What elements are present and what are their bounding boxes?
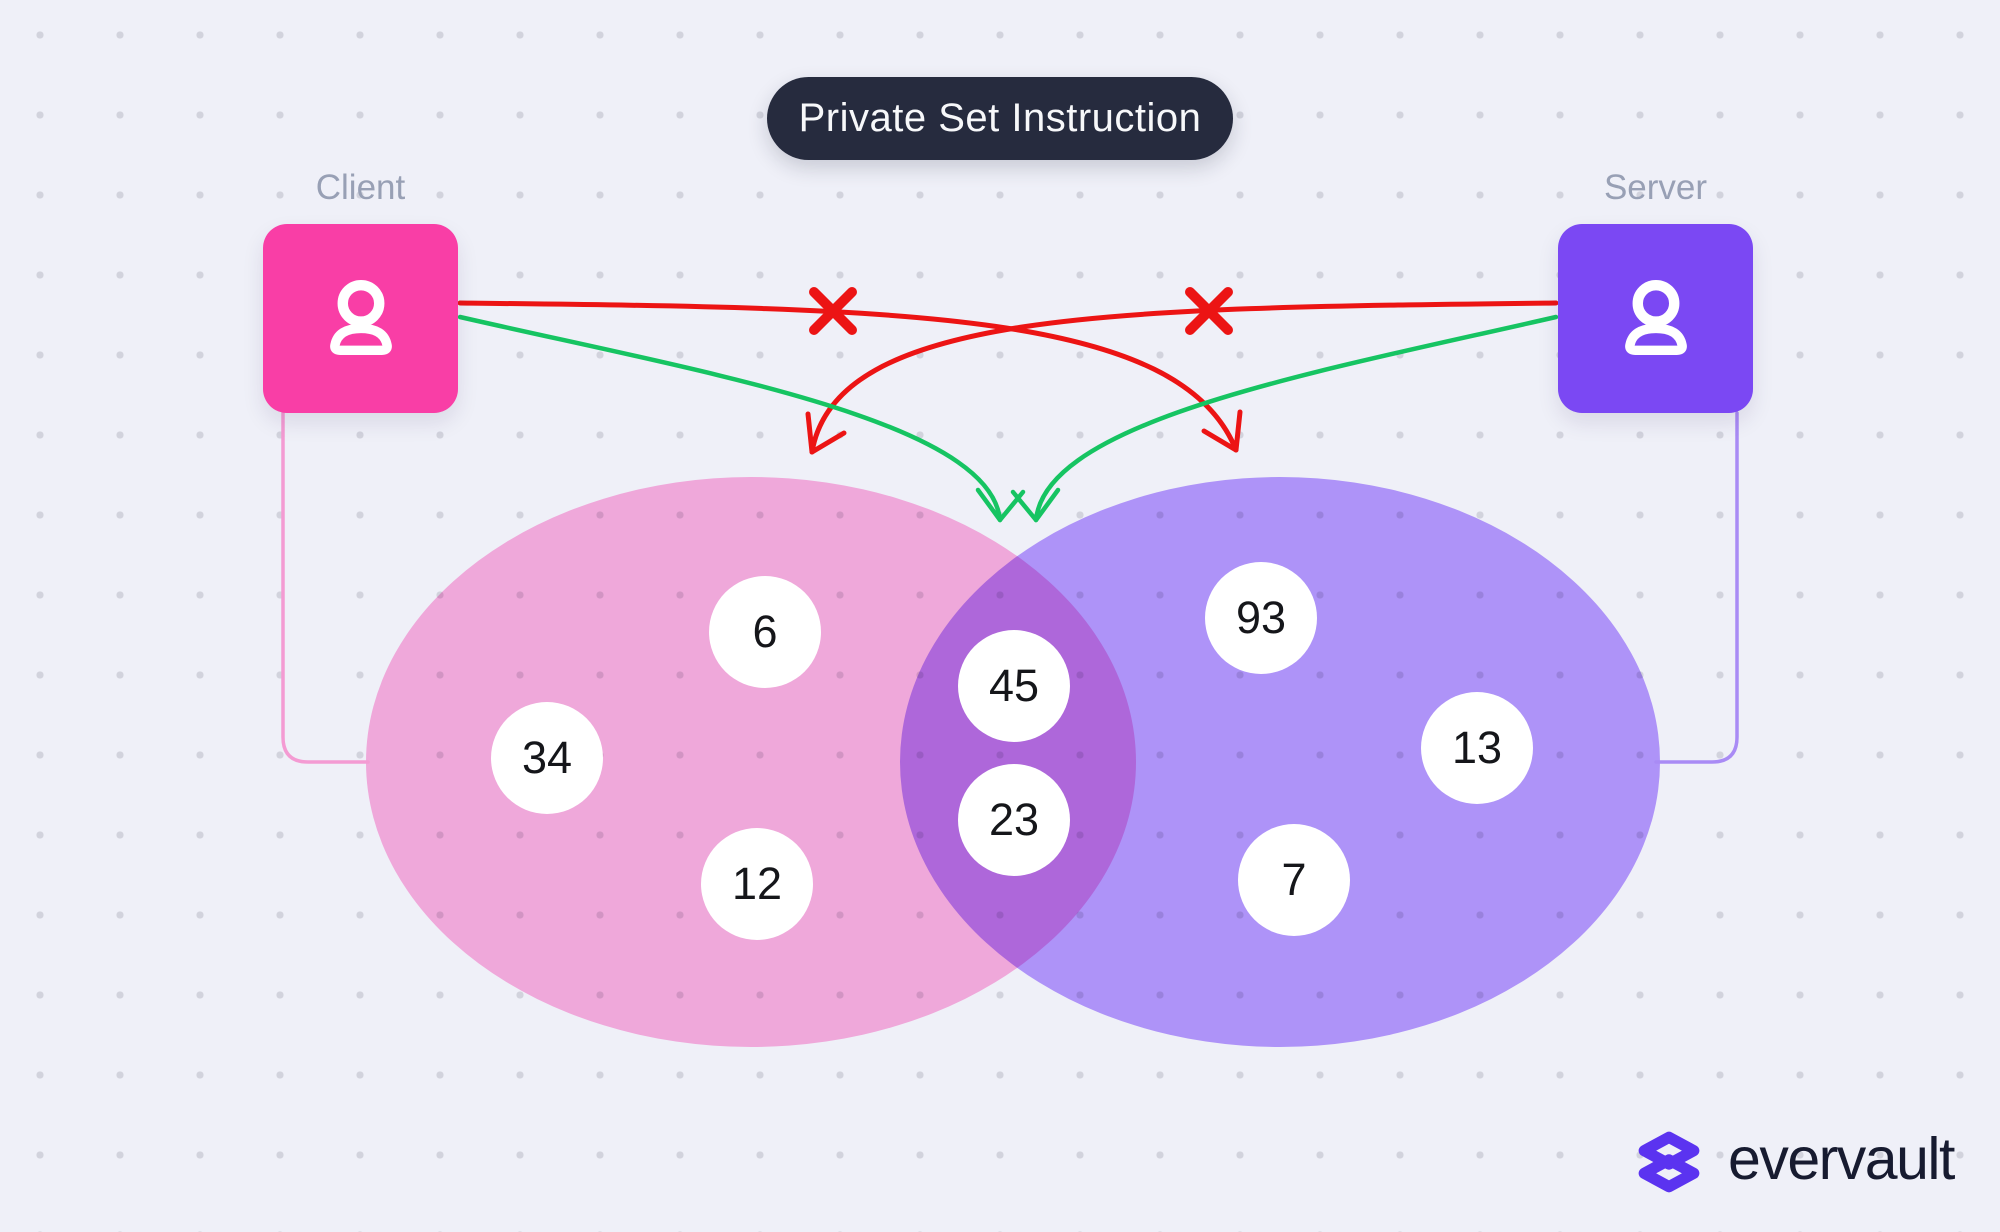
server-label: Server <box>1603 168 1708 207</box>
set-value-circle: 6 <box>709 576 821 688</box>
brand-wordmark: evervault <box>1728 1125 1955 1192</box>
title-pill: Private Set Instruction <box>767 77 1233 160</box>
client-set-connector-line <box>281 411 370 764</box>
set-value-circle: 12 <box>701 828 813 940</box>
set-value-circle: 93 <box>1205 562 1317 674</box>
set-value: 23 <box>988 794 1040 845</box>
evervault-logo-icon <box>1638 1131 1700 1193</box>
allowed-path-server-to-intersection <box>1033 314 1559 523</box>
set-value: 93 <box>1235 592 1287 643</box>
blocked-path-server-to-client-set <box>809 300 1559 455</box>
client-label: Client <box>315 168 406 207</box>
set-value: 45 <box>988 660 1040 711</box>
set-value-circle: 13 <box>1421 692 1533 804</box>
red-arrowhead-icon <box>805 411 847 455</box>
red-arrowhead-icon <box>1201 409 1243 453</box>
server-set-connector-line <box>1654 411 1739 764</box>
green-arrowhead-icon <box>1010 487 1061 523</box>
client-box <box>263 224 458 413</box>
user-icon <box>329 279 392 355</box>
set-value: 34 <box>521 732 573 783</box>
intersection-value-circle: 23 <box>958 764 1070 876</box>
set-value: 13 <box>1451 722 1503 773</box>
set-value: 7 <box>1281 854 1307 905</box>
blocked-path-client-to-server-set <box>457 300 1239 453</box>
set-value-circle: 34 <box>491 702 603 814</box>
set-value-circle: 7 <box>1238 824 1350 936</box>
x-mark-icon <box>1185 287 1233 335</box>
page-title: Private Set Instruction <box>798 96 1202 140</box>
x-mark-icon <box>809 287 857 335</box>
user-icon <box>1624 279 1687 355</box>
intersection-value-circle: 45 <box>958 630 1070 742</box>
set-value: 6 <box>752 606 778 657</box>
brand-lockup: evervault <box>1636 1120 1955 1204</box>
server-box <box>1558 224 1753 413</box>
set-value: 12 <box>731 858 783 909</box>
allowed-path-client-to-intersection <box>457 314 1003 523</box>
